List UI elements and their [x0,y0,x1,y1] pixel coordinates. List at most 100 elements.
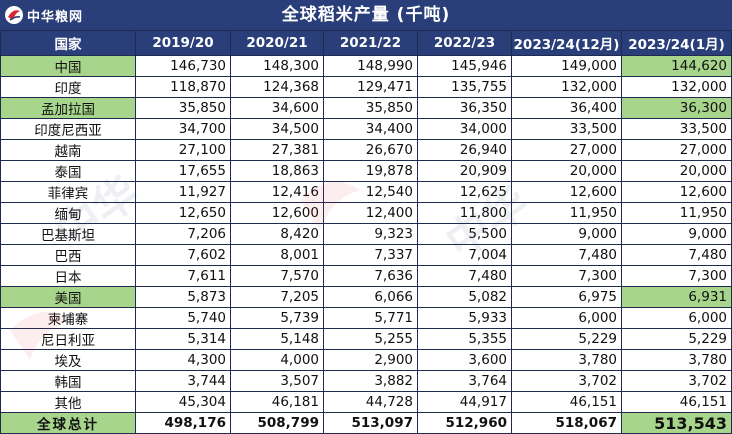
value-cell: 20,000 [511,160,622,182]
value-cell: 44,917 [417,391,512,413]
value-cell: 5,739 [230,307,324,329]
value-cell: 146,730 [135,55,231,77]
logo-icon [5,6,23,24]
value-cell: 7,337 [323,244,418,266]
value-cell: 11,950 [621,202,732,224]
country-cell: 泰国 [0,160,136,182]
value-cell: 7,480 [511,244,622,266]
value-cell: 12,600 [621,181,732,203]
value-cell: 513,097 [323,412,418,434]
value-cell: 3,764 [417,370,512,392]
column-header-country: 国家 [0,30,136,56]
table-row: 印度尼西亚 34,700 34,500 34,400 34,000 33,500 33,50… [0,118,732,140]
column-header-2020-21: 2020/21 [230,30,324,56]
value-cell: 34,400 [323,118,418,140]
country-cell: 中国 [0,55,136,77]
value-cell: 5,082 [417,286,512,308]
value-cell: 6,000 [621,307,732,329]
value-cell: 7,205 [230,286,324,308]
table-row: 越南 27,100 27,381 26,670 26,940 27,000 27,000 [0,139,732,161]
country-cell: 日本 [0,265,136,287]
table-row: 日本 7,611 7,570 7,636 7,480 7,300 7,300 [0,265,732,287]
country-cell: 全球总计 [0,412,136,434]
value-cell: 46,181 [230,391,324,413]
country-cell: 其他 [0,391,136,413]
value-cell: 7,611 [135,265,231,287]
value-cell: 26,670 [323,139,418,161]
value-cell: 33,500 [621,118,732,140]
value-cell: 17,655 [135,160,231,182]
value-cell: 6,931 [621,286,732,308]
value-cell: 118,870 [135,76,231,98]
value-cell: 132,000 [621,76,732,98]
value-cell: 7,480 [621,244,732,266]
value-cell: 27,100 [135,139,231,161]
value-cell: 5,229 [511,328,622,350]
value-cell: 3,780 [621,349,732,371]
value-cell: 6,975 [511,286,622,308]
country-cell: 印度 [0,76,136,98]
value-cell: 35,850 [135,97,231,119]
value-cell: 45,304 [135,391,231,413]
table-row: 柬埔寨 5,740 5,739 5,771 5,933 6,000 6,000 [0,307,732,329]
table-row: 埃及 4,300 4,000 2,900 3,600 3,780 3,780 [0,349,732,371]
value-cell: 4,000 [230,349,324,371]
country-cell: 缅甸 [0,202,136,224]
value-cell: 5,355 [417,328,512,350]
value-cell: 5,229 [621,328,732,350]
value-cell: 20,909 [417,160,512,182]
value-cell: 5,255 [323,328,418,350]
value-cell: 135,755 [417,76,512,98]
value-cell: 3,744 [135,370,231,392]
value-cell: 11,927 [135,181,231,203]
table-row: 泰国 17,655 18,863 19,878 20,909 20,000 20,000 [0,160,732,182]
value-cell: 36,400 [511,97,622,119]
value-cell: 5,740 [135,307,231,329]
value-cell: 12,625 [417,181,512,203]
value-cell: 44,728 [323,391,418,413]
value-cell: 27,000 [511,139,622,161]
table-row: 尼日利亚 5,314 5,148 5,255 5,355 5,229 5,229 [0,328,732,350]
table-row: 缅甸 12,650 12,600 12,400 11,800 11,950 11,950 [0,202,732,224]
value-cell: 12,540 [323,181,418,203]
value-cell: 132,000 [511,76,622,98]
value-cell: 7,004 [417,244,512,266]
column-header-2019-20: 2019/20 [135,30,231,56]
table-row: 韩国 3,744 3,507 3,882 3,764 3,702 3,702 [0,370,732,392]
country-cell: 巴基斯坦 [0,223,136,245]
column-header-2021-22: 2021/22 [323,30,418,56]
value-cell: 26,940 [417,139,512,161]
value-cell: 7,480 [417,265,512,287]
value-cell: 498,176 [135,412,231,434]
table-row: 美国 5,873 7,205 6,066 5,082 6,975 6,931 [0,286,732,308]
country-cell: 巴西 [0,244,136,266]
value-cell: 5,873 [135,286,231,308]
header-row: 国家 2019/20 2020/21 2021/22 2022/23 2023/… [0,30,732,56]
table-row: 巴西 7,602 8,001 7,337 7,004 7,480 7,480 [0,244,732,266]
value-cell: 7,300 [621,265,732,287]
value-cell: 7,636 [323,265,418,287]
value-cell: 5,933 [417,307,512,329]
value-cell: 508,799 [230,412,324,434]
value-cell: 27,000 [621,139,732,161]
country-cell: 美国 [0,286,136,308]
value-cell: 3,882 [323,370,418,392]
value-cell: 20,000 [621,160,732,182]
logo-text: 中华粮网 [27,9,84,25]
country-cell: 埃及 [0,349,136,371]
value-cell: 3,702 [511,370,622,392]
country-cell: 尼日利亚 [0,328,136,350]
value-cell: 9,000 [511,223,622,245]
value-cell: 12,650 [135,202,231,224]
value-cell: 7,602 [135,244,231,266]
value-cell: 3,780 [511,349,622,371]
value-cell: 18,863 [230,160,324,182]
table-row: 印度 118,870 124,368 129,471 135,755 132,000 132… [0,76,732,98]
country-cell: 韩国 [0,370,136,392]
rice-production-table: 国家 2019/20 2020/21 2021/22 2022/23 2023/… [0,30,732,434]
value-cell: 34,000 [417,118,512,140]
table-row: 巴基斯坦 7,206 8,420 9,323 5,500 9,000 9,000 [0,223,732,245]
value-cell: 34,500 [230,118,324,140]
value-cell: 5,314 [135,328,231,350]
